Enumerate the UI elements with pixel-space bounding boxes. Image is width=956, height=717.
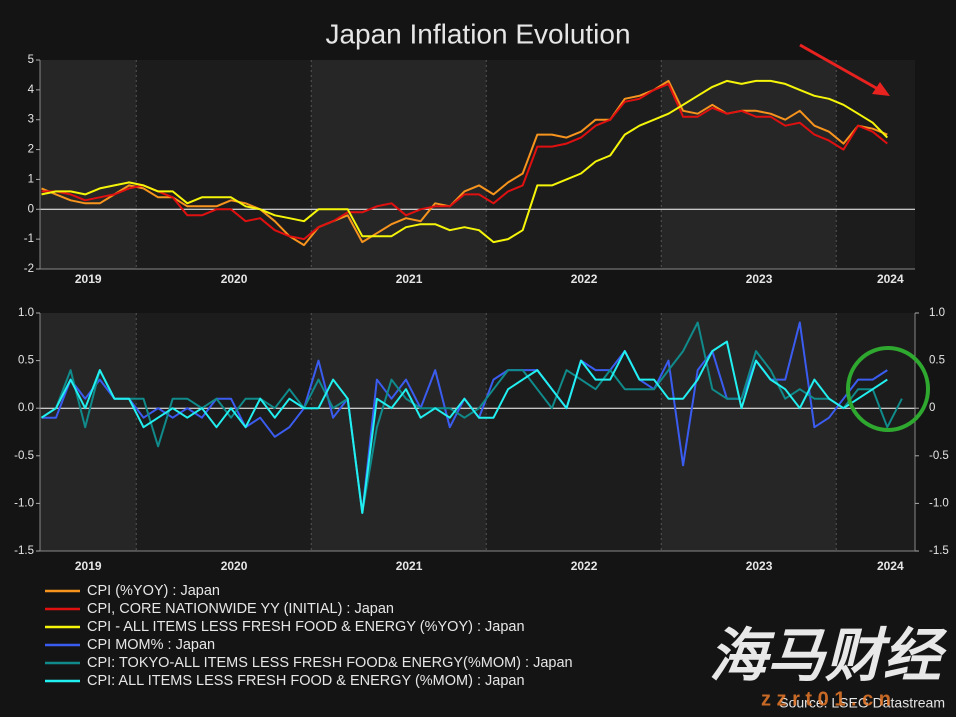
- chart-title: Japan Inflation Evolution: [325, 18, 630, 49]
- year-band: [661, 313, 837, 551]
- y2-tick-label: -1.0: [929, 497, 949, 509]
- series-line: [41, 79, 889, 244]
- year-band: [311, 313, 487, 551]
- y-tick-label: 0.0: [18, 402, 34, 414]
- source-note: Source: LSEG Datastream: [779, 695, 945, 711]
- y-tick-label: 3: [28, 114, 34, 126]
- legend-label: CPI - ALL ITEMS LESS FRESH FOOD & ENERGY…: [87, 619, 525, 635]
- series-line: [40, 321, 903, 514]
- legend-label: CPI: TOKYO-ALL ITEMS LESS FRESH FOOD& EN…: [87, 655, 573, 671]
- x-tick-label: 2021: [396, 559, 423, 573]
- legend-label: CPI, CORE NATIONWIDE YY (INITIAL) : Japa…: [87, 601, 394, 617]
- x-tick-label: 2019: [75, 559, 102, 573]
- watermark-url: z z r t 0 1 . c n: [761, 688, 891, 710]
- x-tick-label: 2020: [221, 559, 248, 573]
- series-line: [41, 79, 888, 247]
- x-tick-label: 2023: [746, 272, 773, 286]
- x-tick-label: 2022: [571, 559, 598, 573]
- legend-label: CPI (%YOY) : Japan: [87, 583, 220, 599]
- arrow-head: [872, 82, 890, 96]
- legend-label: CPI: ALL ITEMS LESS FRESH FOOD & ENERGY …: [87, 673, 525, 689]
- y-tick-label: 5: [28, 54, 34, 66]
- y2-tick-label: -1.5: [929, 545, 949, 557]
- year-band: [661, 60, 837, 269]
- year-band: [40, 60, 137, 269]
- panels: -2 -1 0 1 2 3 4 5 2019 2020 2021 2022 2023 2024 -1.5 -1…: [14, 54, 949, 689]
- y2-tick-label: 0.5: [929, 355, 945, 367]
- x-tick-label: 2020: [221, 272, 248, 286]
- x-tick-label: 2022: [571, 272, 598, 286]
- y-tick-label: 0: [28, 203, 34, 215]
- x-tick-label: 2019: [75, 272, 102, 286]
- x-tick-label: 2021: [396, 272, 423, 286]
- y-tick-label: -2: [24, 263, 34, 275]
- circle-annotation: [846, 346, 930, 432]
- legend-label: CPI MOM% : Japan: [87, 637, 215, 653]
- y-tick-label: 0.5: [18, 355, 34, 367]
- y-tick-label: 2: [28, 144, 34, 156]
- y-tick-label: 1.0: [18, 307, 34, 319]
- x-tick-label: 2024: [877, 272, 904, 286]
- y-tick-label: 1: [28, 173, 34, 185]
- y-tick-label: -1.0: [14, 497, 34, 509]
- year-band: [40, 313, 137, 551]
- watermark-logo: 海马财经: [709, 623, 948, 688]
- y-tick-label: -1.5: [14, 545, 34, 557]
- x-tick-label: 2024: [877, 559, 904, 573]
- arrow-annotation: [799, 43, 886, 95]
- y-tick-label: -1: [24, 233, 34, 245]
- y2-tick-label: 0: [929, 402, 935, 414]
- y-tick-label: -0.5: [14, 450, 34, 462]
- year-band: [311, 60, 487, 269]
- y-tick-label: 4: [28, 84, 35, 96]
- series-line: [40, 340, 888, 514]
- y2-tick-label: -0.5: [929, 450, 949, 462]
- y2-tick-label: 1.0: [929, 307, 945, 319]
- x-tick-label: 2023: [746, 559, 773, 573]
- series-line: [41, 82, 888, 241]
